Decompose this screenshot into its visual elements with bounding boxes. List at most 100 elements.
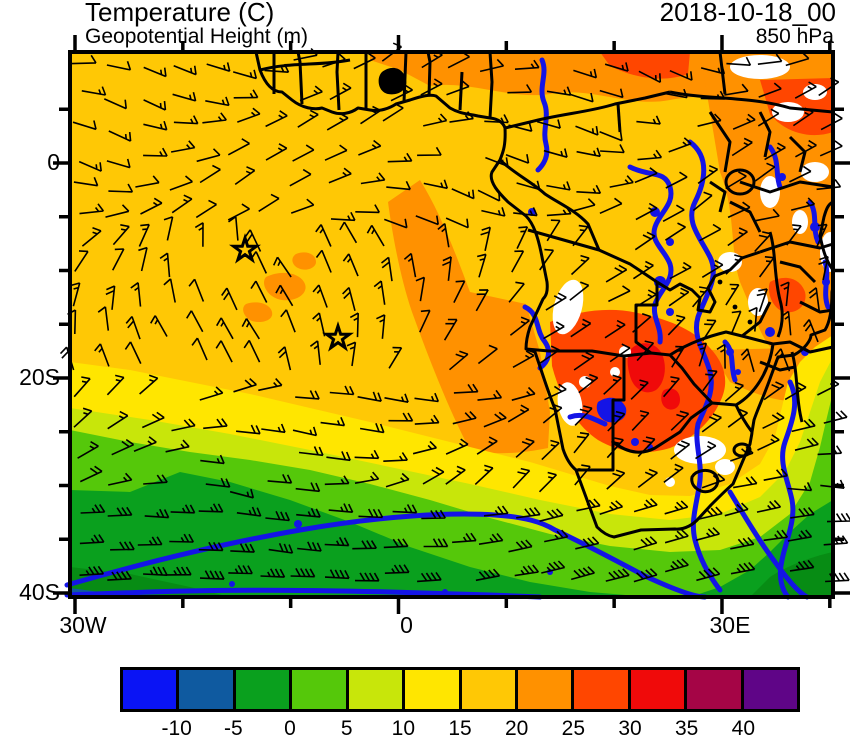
wind-barb xyxy=(787,529,813,542)
wind-barb xyxy=(423,538,449,548)
temperature-field xyxy=(70,52,833,597)
wind-barb xyxy=(539,508,564,522)
wind-barb xyxy=(573,351,595,371)
wind-barb xyxy=(443,318,458,341)
wind-barb xyxy=(544,529,569,543)
wind-barb xyxy=(516,180,541,191)
station-star-icon xyxy=(321,321,355,352)
wind-barb xyxy=(754,231,772,253)
wind-barb xyxy=(816,223,828,247)
wind-barb xyxy=(384,393,409,403)
wind-barb xyxy=(732,113,756,130)
wind-barb xyxy=(604,319,626,339)
wind-barb xyxy=(542,403,563,424)
wind-barb xyxy=(72,120,97,131)
wind-barb xyxy=(826,512,850,523)
wind-barb xyxy=(663,88,688,99)
wind-barb xyxy=(635,289,657,308)
coastlines-and-borders xyxy=(254,51,835,539)
wind-barb xyxy=(111,248,125,271)
wind-barb xyxy=(414,392,440,403)
wind-barb xyxy=(244,229,262,252)
wind-barb xyxy=(265,110,288,128)
wind-barb xyxy=(536,119,561,129)
wind-barb xyxy=(299,85,323,102)
wind-barb xyxy=(695,527,720,541)
wind-barb xyxy=(480,226,491,251)
wind-barb xyxy=(573,432,590,454)
wind-barb xyxy=(295,482,321,493)
wind-barb xyxy=(780,281,790,307)
wind-barb xyxy=(326,112,349,131)
wind-barb xyxy=(143,66,167,78)
wind-barb xyxy=(355,204,380,214)
wind-barb xyxy=(475,568,501,582)
wind-barb xyxy=(143,566,168,576)
wind-barb xyxy=(608,285,631,303)
wind-barb xyxy=(173,64,197,76)
wind-barb xyxy=(725,254,744,275)
wind-barb xyxy=(664,500,689,515)
station-star-icon xyxy=(228,233,262,264)
wind-barb xyxy=(695,440,717,460)
axis-ticks xyxy=(53,35,850,614)
wind-barb xyxy=(354,572,380,582)
colorbar-tick-label: 15 xyxy=(448,717,472,740)
wind-barb xyxy=(662,376,680,398)
wind-barb xyxy=(258,193,280,212)
wind-barb xyxy=(106,374,125,396)
colorbar-cell xyxy=(517,670,575,709)
wind-barb xyxy=(329,82,352,101)
wind-barb xyxy=(206,62,231,72)
wind-barb xyxy=(757,108,780,127)
wind-barb xyxy=(730,561,756,575)
weather-map-svg xyxy=(53,35,850,614)
colorbar-cell xyxy=(292,670,349,709)
wind-barb xyxy=(229,488,255,499)
wind-barb xyxy=(354,449,380,460)
wind-barb xyxy=(664,222,686,241)
wind-barb xyxy=(632,260,654,280)
wind-barb xyxy=(258,378,283,392)
wind-barb xyxy=(823,535,849,546)
wind-barb xyxy=(386,180,411,191)
wind-barb xyxy=(108,130,132,142)
wind-barb xyxy=(825,572,850,583)
wind-barb xyxy=(448,350,469,371)
wind-barb xyxy=(599,88,624,99)
wind-barb xyxy=(733,476,758,489)
wind-barb xyxy=(387,152,413,163)
wind-barb xyxy=(446,80,470,96)
wind-barb xyxy=(79,203,105,215)
wind-barb xyxy=(575,536,600,550)
y-axis-label: 0 xyxy=(47,149,60,175)
wind-barb xyxy=(376,314,386,339)
wind-barb xyxy=(171,194,193,214)
wind-barb xyxy=(373,280,386,305)
wind-barb xyxy=(417,571,442,583)
wind-barb xyxy=(221,287,238,311)
wind-barb xyxy=(445,438,469,455)
geopotential-contours xyxy=(64,57,831,600)
wind-barb xyxy=(130,282,142,307)
wind-barb xyxy=(546,181,571,191)
wind-barb xyxy=(199,570,225,580)
wind-barb xyxy=(477,389,503,401)
wind-barb xyxy=(280,309,296,333)
colorbar-tick-label: 40 xyxy=(731,717,756,740)
wind-barb xyxy=(250,280,268,303)
wind-barb xyxy=(755,208,780,222)
wind-barb xyxy=(570,254,590,276)
wind-barb xyxy=(295,390,320,400)
colorbar-tick-label: 5 xyxy=(340,717,353,740)
wind-barb xyxy=(205,96,230,107)
wind-barb xyxy=(79,534,105,545)
wind-barb xyxy=(727,227,748,247)
star-markers xyxy=(228,233,355,352)
wind-barb xyxy=(403,252,417,278)
wind-barb xyxy=(265,143,288,161)
wind-barb xyxy=(228,565,253,575)
wind-barb xyxy=(73,376,91,398)
wind-barb xyxy=(724,83,749,96)
wind-barb xyxy=(477,189,501,202)
